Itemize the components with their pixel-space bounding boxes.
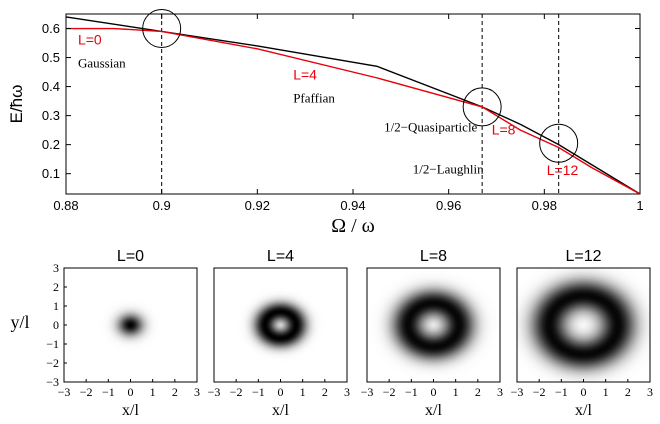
heatmap-y-tick-label: −1	[46, 337, 59, 351]
energy-x-axis-label: Ω / ω	[331, 215, 375, 237]
heatmap-y-axis-label: y/l	[10, 312, 29, 332]
y-tick-label: 0.2	[42, 137, 60, 152]
transition-circles	[142, 9, 579, 163]
heatmap-x-tick-label: 0	[581, 385, 587, 399]
y-tick-label: 0.1	[42, 166, 60, 181]
heatmap-x-tick-label: 1	[453, 385, 459, 399]
density-map	[367, 268, 500, 382]
heatmap-x-tick-label: −1	[405, 385, 418, 399]
state-name-label: Pfaffian	[293, 91, 335, 106]
heatmap-x-tick-label: −2	[230, 385, 243, 399]
x-tick-label: 0.88	[53, 198, 78, 213]
heatmap-x-tick-label: 3	[497, 385, 503, 399]
angular-momentum-label: L=12	[547, 162, 579, 178]
transition-circle	[462, 87, 502, 127]
state-name-label: 1/2−Laughlin	[413, 162, 484, 177]
density-panel-title: L=0	[117, 248, 144, 265]
heatmap-x-tick-label: 1	[300, 385, 306, 399]
density-map	[517, 268, 650, 382]
heatmap-y-tick-label: 3	[53, 261, 59, 275]
density-panel: L=4 −3 −2 −1 0 1 2 3 x/l	[208, 248, 350, 419]
heatmap-x-axis-label: x/l	[425, 402, 442, 419]
density-panels: L=0 −3 −2 −1 0 1 2 3 x/l −3 −2 −1 0 1 2 3 L=4 −3 −2 −1 0 1 2 3 x…	[46, 248, 653, 419]
heatmap-x-tick-label: 0	[128, 385, 134, 399]
x-tick-label: 0.96	[436, 198, 461, 213]
heatmap-x-tick-label: −3	[58, 385, 71, 399]
heatmap-x-tick-label: 3	[344, 385, 350, 399]
y-tick-label: 0.3	[42, 108, 60, 123]
x-tick-label: 0.9	[153, 198, 171, 213]
state-name-label: Gaussian	[78, 56, 126, 71]
heatmap-y-tick-label: 1	[53, 299, 59, 313]
heatmap-x-tick-label: 3	[194, 385, 200, 399]
heatmap-x-tick-label: −1	[102, 385, 115, 399]
density-panel: L=8 −3 −2 −1 0 1 2 3 x/l	[361, 248, 503, 419]
heatmap-x-tick-label: −3	[361, 385, 374, 399]
density-panel-title: L=12	[565, 248, 601, 265]
heatmap-x-tick-label: 0	[431, 385, 437, 399]
x-tick-label: 1	[636, 198, 643, 213]
heatmap-x-tick-label: −1	[555, 385, 568, 399]
heatmap-x-tick-label: −3	[208, 385, 221, 399]
energy-chart: 0.88 0.9 0.92 0.94 0.96 0.98 1 0.1 0.2 0.3 0.4 0.5…	[7, 9, 644, 237]
red-energy-line	[66, 27, 641, 195]
heatmap-x-tick-label: 2	[322, 385, 328, 399]
energy-y-ticks: 0.1 0.2 0.3 0.4 0.5 0.6	[42, 21, 640, 181]
heatmap-x-axis-label: x/l	[122, 402, 139, 419]
heatmap-x-axis-label: x/l	[272, 402, 289, 419]
density-map	[214, 268, 347, 382]
heatmap-x-tick-label: 1	[603, 385, 609, 399]
heatmap-x-axis-label: x/l	[575, 402, 592, 419]
heatmap-y-tick-label: −2	[46, 356, 59, 370]
angular-momentum-label: L=8	[492, 121, 516, 137]
heatmap-x-tick-label: −3	[511, 385, 524, 399]
y-tick-label: 0.5	[42, 50, 60, 65]
heatmap-x-tick-label: 0	[278, 385, 284, 399]
density-panel-title: L=4	[267, 248, 294, 265]
x-tick-label: 0.92	[245, 198, 270, 213]
energy-series	[65, 16, 641, 195]
density-panel: L=12 −3 −2 −1 0 1 2 3 x/l	[511, 248, 653, 419]
density-panel: L=0 −3 −2 −1 0 1 2 3 x/l −3 −2 −1 0 1 2 3	[46, 248, 200, 419]
density-map	[64, 268, 197, 382]
angular-momentum-label: L=4	[293, 66, 317, 82]
x-tick-label: 0.98	[532, 198, 557, 213]
heatmap-y-tick-label: 2	[53, 280, 59, 294]
heatmap-x-tick-label: −2	[80, 385, 93, 399]
transition-circle	[539, 123, 579, 163]
energy-annotations: L=0 Gaussian L=4 Pfaffian 1/2−Quasiparticle L…	[78, 31, 579, 178]
heatmap-x-tick-label: −1	[252, 385, 265, 399]
dashed-guide-lines	[161, 14, 560, 194]
y-tick-label: 0.4	[42, 79, 60, 94]
heatmap-x-tick-label: −2	[383, 385, 396, 399]
heatmap-x-tick-label: 3	[647, 385, 653, 399]
heatmap-x-tick-label: 2	[172, 385, 178, 399]
angular-momentum-label: L=0	[78, 31, 102, 47]
heatmap-y-tick-label: −3	[46, 375, 59, 389]
energy-x-ticks: 0.88 0.9 0.92 0.94 0.96 0.98 1	[53, 14, 644, 213]
heatmap-x-tick-label: 1	[150, 385, 156, 399]
transition-circle	[142, 9, 182, 49]
heatmap-x-tick-label: 2	[475, 385, 481, 399]
heatmap-x-tick-label: −2	[533, 385, 546, 399]
x-tick-label: 0.94	[340, 198, 365, 213]
density-panel-title: L=8	[420, 248, 447, 265]
state-name-label: 1/2−Quasiparticle	[384, 120, 477, 135]
heatmap-y-tick-label: 0	[53, 318, 59, 332]
heatmap-x-tick-label: 2	[625, 385, 631, 399]
energy-y-axis-label: E/ħω	[7, 85, 26, 124]
y-tick-label: 0.6	[42, 21, 60, 36]
